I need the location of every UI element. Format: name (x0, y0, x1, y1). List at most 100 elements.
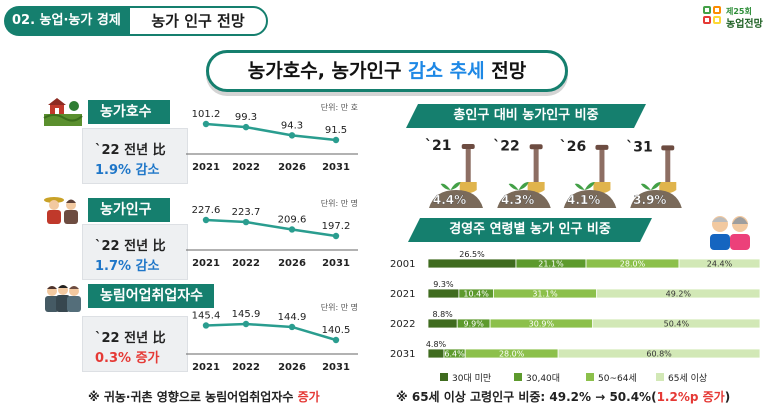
right-footnote: ※ 65세 이상 고령인구 비중: 49.2% → 50.4%(1.2%p 증가… (396, 388, 730, 405)
line-value-label: 99.3 (235, 112, 257, 123)
age-bar-label: 60.8% (646, 350, 672, 359)
shovel-percent-label: 4.4% (433, 193, 466, 207)
legend-label: 50~64세 (598, 373, 637, 384)
age-bar-segment (557, 348, 761, 359)
legend-swatch (514, 373, 522, 381)
main-title: 농가호수, 농가인구 감소 추세 전망 (206, 50, 568, 92)
age-bar-segment (427, 318, 458, 329)
shovel-percent-label: 4.1% (567, 193, 600, 207)
section-tag: 02. 농업·농가 경제 전망 (4, 6, 130, 58)
line-x-tick: 2026 (278, 258, 306, 269)
logo: 제25회 농업전망 (703, 6, 763, 30)
line-chart-unit: 단위: 만 호 (321, 102, 358, 112)
left-footnote: ※ 귀농·귀촌 영향으로 농림어업취업자수 증가 (88, 388, 320, 405)
age-bar-label: 9.3% (433, 280, 454, 289)
age-bar-label: 9.9% (463, 320, 484, 329)
line-value-label: 144.9 (278, 312, 307, 323)
line-x-tick: 2022 (232, 362, 260, 373)
age-bar-label: 30.9% (529, 320, 555, 329)
population-label: 농가인구 (88, 198, 170, 222)
shovel-grip (529, 144, 543, 150)
workers-line-chart: 단위: 만 명 145.4 2021 145.9 2022 144.9 2026 140.5 2… (186, 302, 358, 373)
line-x-tick: 2021 (192, 162, 220, 173)
main-title-highlight: 감소 추세 (408, 60, 485, 82)
main-title-part2: 전망 (484, 60, 527, 82)
shovel-handle (465, 146, 471, 190)
farmers-icon (44, 197, 78, 224)
logo-line2: 농업전망 (726, 19, 763, 30)
sprout (574, 182, 595, 190)
legend-label: 30,40대 (526, 373, 560, 384)
line-value-label: 223.7 (232, 207, 261, 218)
line-x-tick: 2022 (232, 162, 260, 173)
age-bar-segment (678, 258, 761, 269)
line-value-label: 140.5 (322, 325, 351, 336)
sprout (440, 182, 461, 190)
sprout (640, 182, 661, 190)
main-title-part1: 농가호수, 농가인구 (247, 60, 409, 82)
line-x-tick: 2021 (192, 362, 220, 373)
left-footnote-text: ※ 귀농·귀촌 영향으로 농림어업취업자수 (88, 390, 298, 404)
line-value-label: 94.3 (281, 120, 303, 131)
line-value-label: 209.6 (278, 214, 307, 225)
line-value-label: 145.4 (192, 310, 221, 321)
line-point (332, 336, 340, 344)
line-point (242, 218, 250, 226)
age-bar-segment (427, 258, 517, 269)
workers-comp-line: `22 전년 比 (95, 331, 166, 346)
soil-mound (429, 190, 483, 208)
line-value-label: 145.9 (232, 309, 261, 320)
legend-swatch (656, 373, 664, 381)
households-change: 1.9% 감소 (95, 163, 160, 178)
line-series (205, 122, 337, 142)
right-footnote-suffix: ) (724, 390, 731, 404)
shovel-year-label: `26 (560, 139, 586, 155)
shovel-mark: `31 3.9% (626, 139, 682, 208)
age-bar-label: 24.4% (707, 260, 733, 269)
workers-section: 농림어업취업자수 `22 전년 比 0.3% 증가 단위: 만 명 145.4 20… (42, 282, 358, 382)
age-row-label: 2031 (390, 349, 415, 360)
line-point (242, 320, 250, 328)
line-value-label: 227.6 (192, 205, 221, 216)
line-chart-unit: 단위: 만 명 (321, 198, 358, 208)
left-footnote-highlight: 증가 (297, 390, 320, 404)
line-x-tick: 2026 (278, 362, 306, 373)
age-row-label: 2001 (390, 259, 415, 270)
shovel-year-label: `21 (425, 138, 451, 154)
sprout (508, 182, 529, 190)
line-x-tick: 2021 (192, 258, 220, 269)
logo-mark-icon (703, 6, 723, 26)
line-point (202, 216, 210, 224)
households-line-chart: 단위: 만 호 101.2 2021 99.3 2022 94.3 2026 91.5 2031 (186, 102, 358, 173)
workers-label: 농림어업취업자수 (88, 284, 214, 308)
line-point (288, 132, 296, 139)
shovel-blade (527, 182, 545, 193)
shovel-year-label: `31 (626, 139, 652, 155)
households-section: 농가호수 `22 전년 比 1.9% 감소 단위: 만 호 101.2 2021 99… (42, 96, 358, 184)
shovel-handle (599, 146, 605, 190)
age-bar-segment (427, 288, 460, 299)
line-point (202, 120, 210, 128)
line-value-label: 197.2 (322, 221, 351, 232)
age-bar-label: 4.8% (426, 340, 447, 349)
population-change-box: `22 전년 比 1.7% 감소 (82, 224, 188, 280)
line-point (332, 136, 340, 144)
line-x-tick: 2031 (322, 362, 350, 373)
legend-label: 30대 미만 (452, 373, 491, 384)
shovel-percent-label: 3.9% (633, 193, 666, 207)
age-bar-label: 28.0% (620, 260, 646, 269)
age-stacked-bar-chart: 2001 26.5% 21.1% 28.0% 24.4% 2021 9.3% 10.4% 31.… (390, 250, 761, 384)
age-bar-segment (427, 348, 445, 359)
age-bar-label: 26.5% (459, 250, 485, 259)
elderly-couple-icon (710, 216, 750, 250)
line-point (332, 232, 340, 240)
soil-mound (497, 190, 551, 208)
logo-line1: 제25회 (726, 7, 752, 16)
shovel-grip (595, 144, 609, 150)
legend-swatch (586, 373, 594, 381)
line-chart-unit: 단위: 만 명 (321, 302, 358, 312)
line-point (242, 123, 250, 131)
age-row-label: 2021 (390, 289, 415, 300)
line-value-label: 91.5 (325, 125, 347, 136)
age-bar-label: 31.1% (532, 290, 558, 299)
